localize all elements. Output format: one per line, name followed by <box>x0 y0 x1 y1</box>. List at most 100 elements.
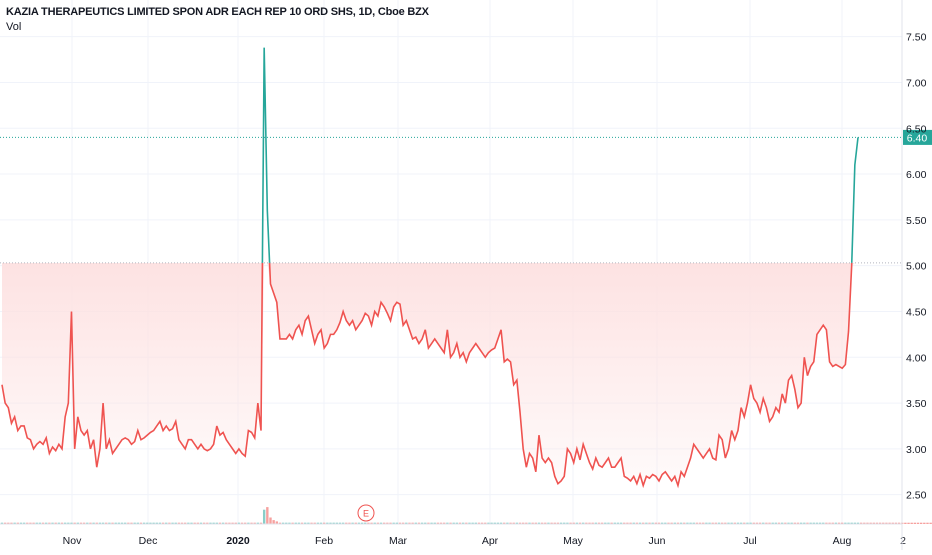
volume-bar <box>310 522 313 524</box>
x-tick-label: Nov <box>63 535 82 547</box>
x-tick-label: Jun <box>649 535 666 547</box>
volume-bar <box>651 522 654 524</box>
volume-bar <box>578 522 582 524</box>
volume-bar <box>417 522 421 524</box>
volume-bar <box>379 522 383 524</box>
volume-bar <box>515 522 519 524</box>
volume-bar <box>29 522 32 524</box>
volume-bar <box>146 522 149 524</box>
volume-bar <box>41 522 45 524</box>
volume-bar <box>272 520 275 524</box>
volume-bar <box>76 522 80 524</box>
volume-bar <box>534 522 538 524</box>
volume-bar <box>449 522 452 524</box>
volume-bar <box>837 522 841 524</box>
volume-bar <box>285 522 288 524</box>
volume-bar <box>566 522 569 524</box>
x-tick-label: 2020 <box>226 535 250 547</box>
volume-bar <box>525 522 528 524</box>
volume-bar <box>790 522 793 524</box>
volume-bar <box>749 522 752 524</box>
volume-bar <box>48 522 51 524</box>
volume-bar <box>364 522 367 524</box>
volume-bar <box>250 522 253 524</box>
volume-bar <box>556 522 560 524</box>
volume-bar <box>638 522 642 524</box>
volume-bar <box>240 522 244 524</box>
volume-bar <box>692 522 695 524</box>
x-tick-label: Dec <box>139 535 158 547</box>
volume-bar <box>490 522 493 524</box>
volume-bar <box>139 522 143 524</box>
volume-bar <box>354 522 357 524</box>
volume-bar <box>19 522 23 524</box>
y-tick-label: 5.50 <box>906 215 927 227</box>
volume-bar <box>341 522 345 524</box>
volume-bar <box>465 522 468 524</box>
volume-bar <box>916 522 920 524</box>
volume-bar <box>923 522 926 524</box>
volume-bar <box>844 522 847 524</box>
volume-bar <box>177 522 181 524</box>
volume-bar <box>86 522 89 524</box>
x-tick-label: Apr <box>482 535 499 547</box>
y-tick-label: 4.00 <box>906 352 927 364</box>
volume-bar <box>768 522 771 524</box>
volume-bar <box>468 522 471 524</box>
volume-bar <box>872 522 875 524</box>
volume-bar <box>815 522 819 524</box>
volume-bar <box>193 522 196 524</box>
volume-bar <box>600 522 604 524</box>
volume-bar <box>581 522 585 524</box>
volume-bar <box>401 522 405 524</box>
volume-bar <box>660 522 664 524</box>
volume-bar <box>187 522 190 524</box>
volume-bar <box>509 522 512 524</box>
volume-bar <box>411 522 414 524</box>
volume-bar <box>136 522 140 524</box>
volume-bar <box>171 522 174 524</box>
volume-bar <box>818 522 822 524</box>
volume-bar <box>51 522 54 524</box>
volume-bar <box>7 522 10 524</box>
volume-bar <box>180 522 184 524</box>
volume-bar <box>142 522 146 524</box>
volume-bar <box>427 522 430 524</box>
volume-bar <box>348 522 351 524</box>
volume-bar <box>575 522 579 524</box>
volume-bar <box>610 522 613 524</box>
volume-bar <box>866 522 869 524</box>
y-tick-label: 7.50 <box>906 32 927 44</box>
volume-bar <box>518 522 522 524</box>
volume-bar <box>89 522 92 524</box>
volume-bar <box>708 522 711 524</box>
volume-bar <box>288 522 291 524</box>
volume-bar <box>528 522 531 524</box>
volume-bar <box>477 522 481 524</box>
volume-bar <box>521 522 525 524</box>
volume-bar <box>351 522 354 524</box>
volume-bar <box>133 522 136 524</box>
volume-bar <box>648 522 651 524</box>
x-tick-label: May <box>563 535 584 547</box>
volume-bar <box>439 522 443 524</box>
volume-bar <box>654 522 658 524</box>
volume-bar <box>367 522 370 524</box>
volume-bar <box>165 522 168 524</box>
volume-bar <box>736 522 740 524</box>
volume-bar <box>569 522 572 524</box>
volume-bar <box>275 521 279 524</box>
y-tick-label: 3.50 <box>906 398 927 410</box>
volume-bar <box>35 522 38 524</box>
volume-bar <box>218 522 222 524</box>
volume-bar <box>262 509 266 524</box>
volume-bar <box>695 522 699 524</box>
volume-bar <box>702 522 705 524</box>
volume-bar <box>540 522 544 524</box>
volume-bar <box>739 522 743 524</box>
volume-bar <box>834 522 838 524</box>
volume-bar <box>856 522 860 524</box>
